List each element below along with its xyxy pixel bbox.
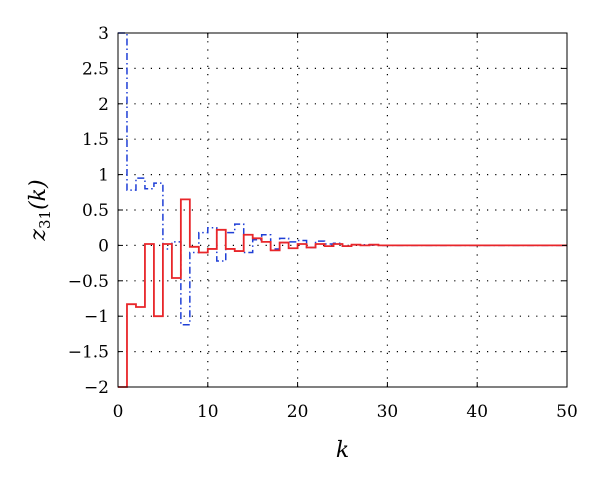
x-tick-label: 10 xyxy=(197,402,219,422)
ticks xyxy=(117,32,568,388)
series-layer xyxy=(118,32,567,388)
x-tick-label: 40 xyxy=(466,402,488,422)
y-tick-label: 1.5 xyxy=(82,130,109,150)
grid xyxy=(118,33,567,387)
x-tick-labels: 0 10 20 30 40 50 xyxy=(113,402,578,422)
series-line-1 xyxy=(118,32,567,326)
y-axis-label-subscript: 31 xyxy=(36,210,54,229)
y-tick-label: −1 xyxy=(84,307,109,327)
series-line-2 xyxy=(118,198,567,388)
x-tick-label: 0 xyxy=(113,402,124,422)
y-axis-label-main: z xyxy=(26,229,51,242)
x-axis-label: k xyxy=(336,438,349,463)
y-tick-label: −0.5 xyxy=(68,272,109,292)
y-axis-label: z31(k) xyxy=(26,179,54,241)
y-tick-label: −1.5 xyxy=(68,343,109,363)
y-tick-label: 2 xyxy=(98,95,109,115)
y-tick-label: 0.5 xyxy=(82,201,109,221)
x-tick-label: 30 xyxy=(377,402,399,422)
y-tick-label: 2.5 xyxy=(82,59,109,79)
y-tick-label: 3 xyxy=(98,24,109,44)
plot-frame xyxy=(117,32,568,388)
y-tick-label: −2 xyxy=(84,378,109,398)
x-tick-label: 50 xyxy=(556,402,578,422)
x-tick-label: 20 xyxy=(287,402,309,422)
y-tick-label: 1 xyxy=(98,166,109,186)
y-tick-label: 0 xyxy=(98,236,109,256)
y-axis-label-argument: (k) xyxy=(26,179,51,210)
y-tick-labels: −2 −1.5 −1 −0.5 0 0.5 1 1.5 2 2.5 3 xyxy=(68,24,109,398)
